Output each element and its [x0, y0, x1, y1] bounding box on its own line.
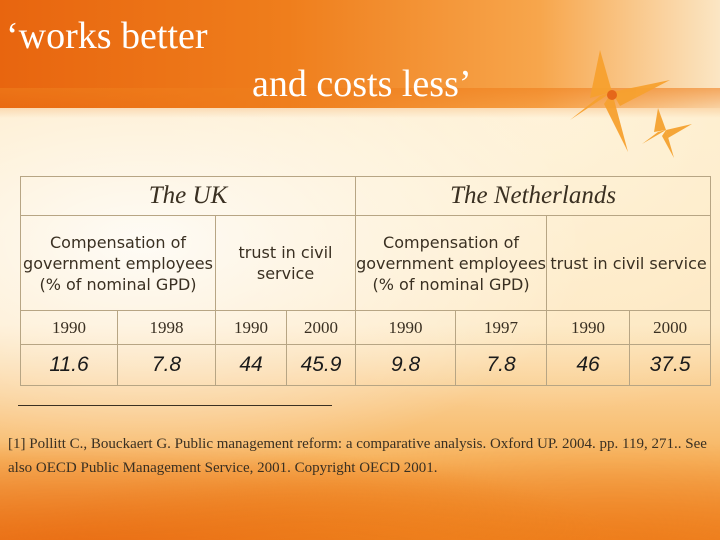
- year-cell: 1990: [355, 310, 457, 345]
- footnote-separator: [18, 405, 332, 406]
- year-cell: 1990: [215, 310, 287, 345]
- value-cell: 9.8: [355, 344, 457, 386]
- sparkle-star-icon: [570, 50, 670, 152]
- comparison-table: The UK The Netherlands Compensation of g…: [19, 176, 712, 386]
- year-cell: 2000: [629, 310, 712, 345]
- value-cell: 7.8: [117, 344, 216, 386]
- year-cell: 2000: [285, 310, 357, 345]
- year-cell: 1990: [546, 310, 631, 345]
- value-cell: 45.9: [285, 344, 357, 386]
- country-header-netherlands: The Netherlands: [355, 176, 712, 216]
- category-header-row: Compensation of government employees (% …: [20, 215, 712, 311]
- category-header: trust in civil service: [546, 215, 712, 311]
- value-cell: 37.5: [629, 344, 712, 386]
- category-header: Compensation of government employees (% …: [355, 215, 548, 311]
- country-header-uk: The UK: [19, 176, 357, 216]
- value-cell: 46: [546, 344, 631, 386]
- value-cell: 11.6: [20, 344, 118, 386]
- value-cell: 7.8: [455, 344, 548, 386]
- slide-title-line-2: and costs less’: [252, 63, 472, 105]
- year-row: 1990 1998 1990 2000 1990 1997 1990 2000: [20, 310, 712, 345]
- year-cell: 1990: [20, 310, 118, 345]
- bottom-flame-decoration: [0, 420, 720, 540]
- country-header-row: The UK The Netherlands: [19, 176, 712, 216]
- value-cell: 44: [215, 344, 287, 386]
- sparkle-star-icon: [642, 108, 692, 158]
- slide-title-line-1: ‘works better: [6, 15, 208, 57]
- year-cell: 1998: [117, 310, 216, 345]
- category-header: trust in civil service: [214, 215, 357, 311]
- category-header: Compensation of government employees (% …: [20, 215, 216, 311]
- value-row: 11.6 7.8 44 45.9 9.8 7.8 46 37.5: [20, 344, 712, 386]
- year-cell: 1997: [455, 310, 548, 345]
- footnote: [1] Pollitt C., Bouckaert G. Public mana…: [8, 436, 707, 476]
